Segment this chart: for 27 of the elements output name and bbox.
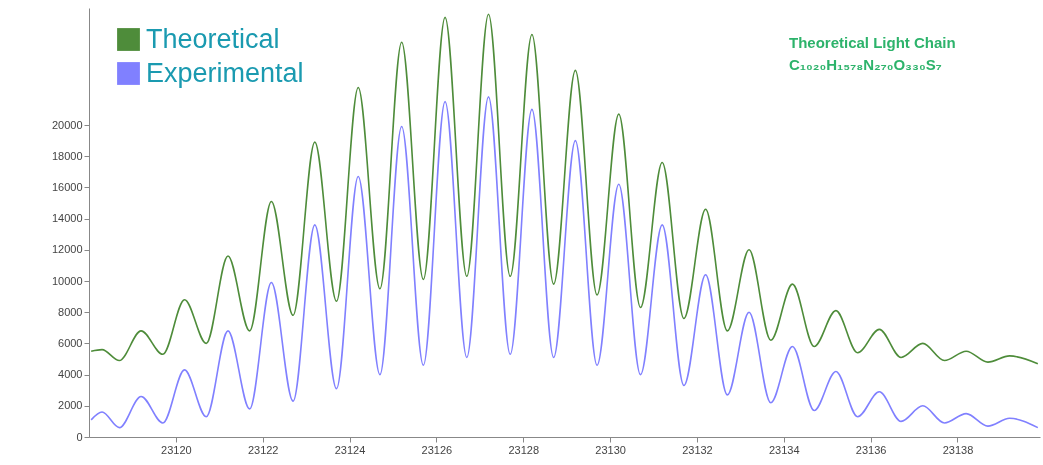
y-tick-label: 0 (76, 430, 83, 443)
legend-label: Theoretical (146, 23, 280, 54)
x-tick-label: 23124 (334, 443, 366, 456)
y-tick-label: 10000 (51, 274, 83, 287)
x-tick-label: 23138 (942, 443, 974, 456)
x-tick-label: 23136 (855, 443, 887, 456)
x-tick-label: 23134 (769, 443, 800, 456)
y-tick-label: 6000 (58, 336, 83, 349)
x-tick-label: 23128 (508, 443, 540, 456)
x-tick-label: 23132 (682, 443, 713, 456)
y-tick-label: 8000 (58, 305, 83, 318)
line-series (90, 96, 1039, 429)
x-tick-label: 23120 (161, 443, 192, 456)
y-tick-label: 14000 (51, 212, 83, 225)
x-tick-label: 23130 (595, 443, 626, 456)
y-tick-label: 16000 (51, 180, 83, 193)
x-tick-label: 23126 (421, 443, 453, 456)
y-tick-label: 18000 (51, 149, 83, 162)
y-tick-label: 20000 (51, 118, 83, 131)
annotation: Theoretical Light Chain (789, 34, 956, 51)
legend-label: Experimental (146, 57, 304, 88)
y-tick-label: 12000 (51, 243, 83, 256)
line-series (90, 13, 1039, 365)
y-tick-label: 2000 (58, 399, 83, 412)
y-tick-label: 4000 (58, 368, 83, 381)
x-tick-label: 23122 (247, 443, 279, 456)
annotation: C₁₀₂₀H₁₅₇₈N₂₇₀O₃₃₀S₇ (789, 56, 942, 73)
